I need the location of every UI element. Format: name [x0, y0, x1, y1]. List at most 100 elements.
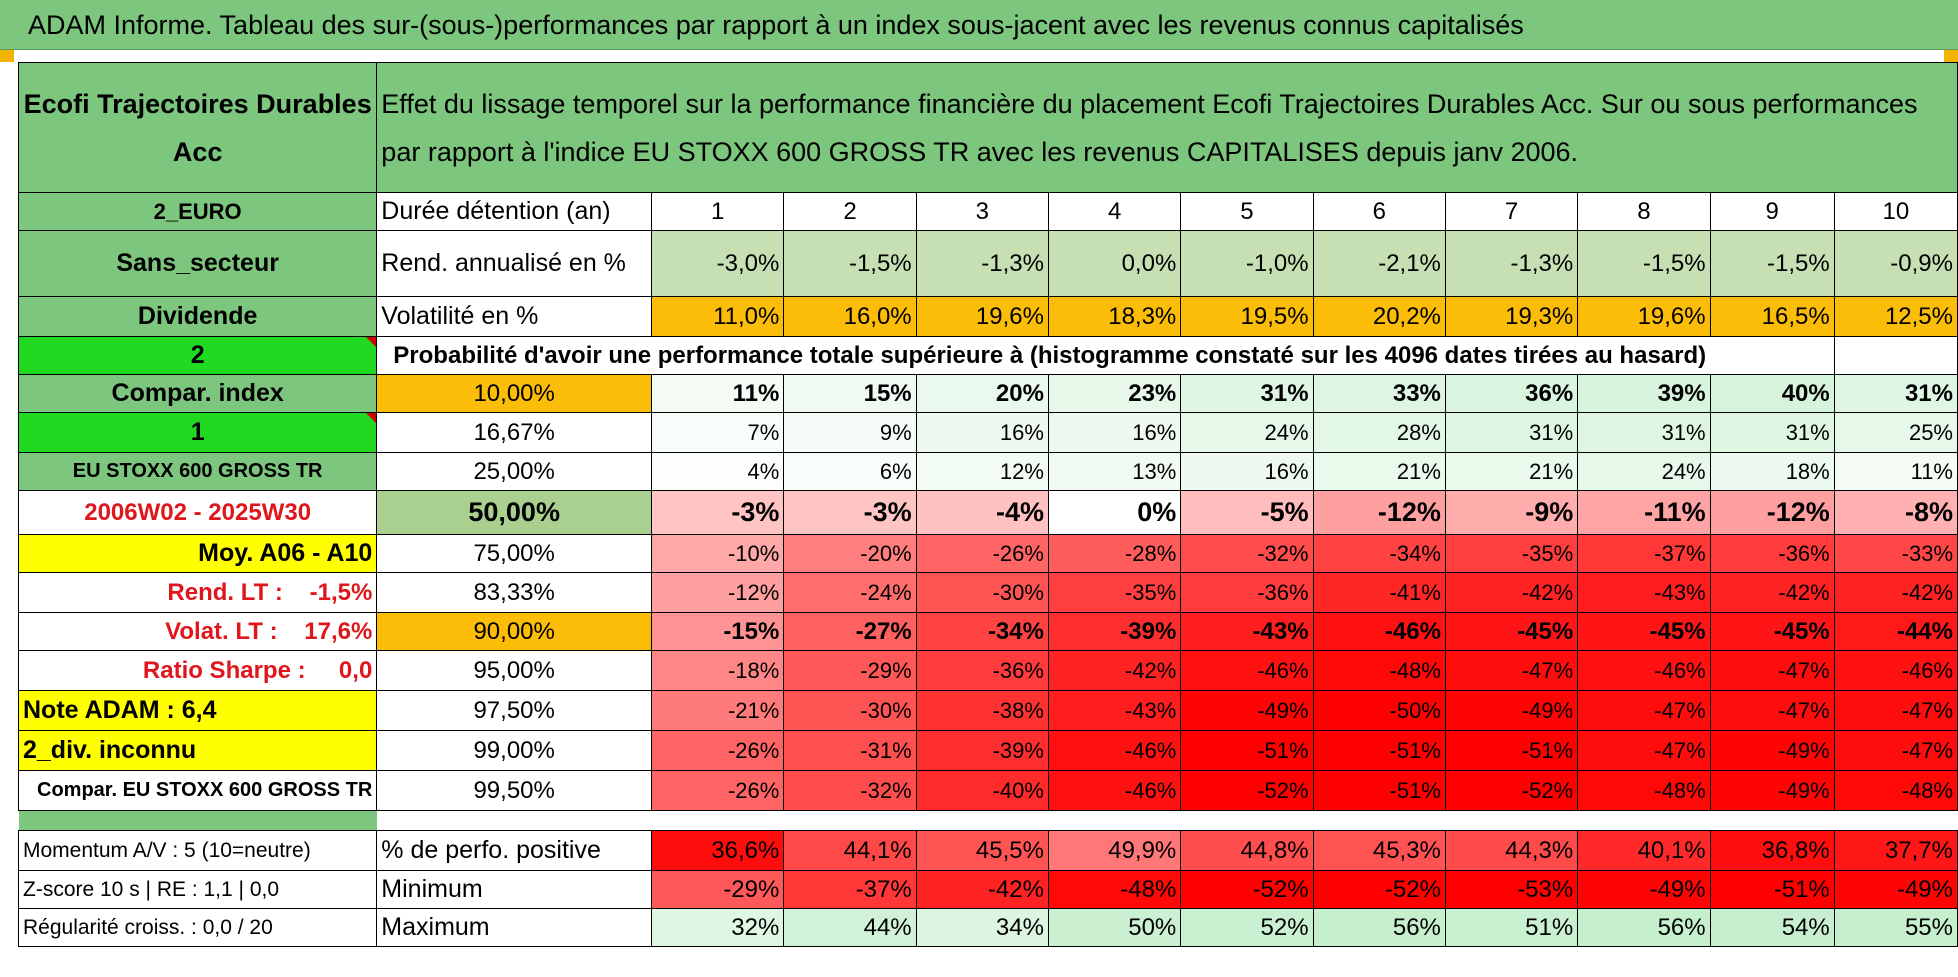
max-value: 50%	[1047, 908, 1182, 947]
year-header: 6	[1312, 192, 1446, 231]
prob-value: 21%	[1312, 452, 1446, 491]
pos-value: 40,1%	[1577, 830, 1711, 871]
pos-value: 36,6%	[651, 830, 785, 871]
rend-row: Sans_secteur Rend. annualisé en % -3,0% …	[17, 230, 1958, 297]
left-label-moy: Moy. A06 - A10	[17, 534, 378, 573]
prob-value: -12%	[1312, 490, 1446, 535]
prob-rows: Compar. index 10,00% 11% 15% 20% 23% 31% 33% 36%…	[17, 374, 1958, 811]
prob-value: -12%	[1709, 490, 1835, 535]
prob-value: 12%	[915, 452, 1049, 491]
prob-value: -42%	[1444, 572, 1579, 613]
sector-label: Sans_secteur	[17, 230, 378, 297]
prob-value: -36%	[1180, 572, 1314, 613]
prob-value: 16%	[915, 412, 1049, 453]
pos-value: 44,3%	[1444, 830, 1579, 871]
left-label-note: Note ADAM : 6,4	[17, 690, 378, 731]
threshold-pct: 25,00%	[376, 452, 653, 491]
duration-label: Durée détention (an)	[376, 192, 653, 231]
vol-value: 11,0%	[651, 296, 785, 337]
prob-value: -18%	[651, 650, 785, 691]
prob-value: -42%	[1047, 650, 1182, 691]
vol-label: Volatilité en %	[376, 296, 653, 337]
prob-row: 1 16,67% 7% 9% 16% 16% 24% 28% 31% 31% 31% 25%	[17, 412, 1958, 453]
prob-value: -4%	[915, 490, 1049, 535]
prob-value: -42%	[1709, 572, 1835, 613]
prob-row: Volat. LT : 17,6% 90,00% -15% -27% -34% -39% -…	[17, 612, 1958, 651]
prob-value: -24%	[783, 572, 917, 613]
fund-name: Ecofi Trajectoires Durables Acc	[17, 62, 378, 193]
prob-value: -47%	[1709, 650, 1835, 691]
threshold-pct: 99,50%	[376, 770, 653, 811]
prob-value: 31%	[1180, 374, 1314, 413]
threshold-pct: 97,50%	[376, 690, 653, 731]
prob-value: -43%	[1047, 690, 1182, 731]
spacer-row	[18, 810, 1958, 831]
prob-value: -48%	[1833, 770, 1958, 811]
prob-row: Ratio Sharpe : 0,0 95,00% -18% -29% -36% -42%…	[17, 650, 1958, 691]
prob-value: 9%	[783, 412, 917, 453]
prob-value: 11%	[1833, 452, 1958, 491]
prob-value: -31%	[783, 730, 917, 771]
prob-value: 31%	[1577, 412, 1711, 453]
rend-value: -1,3%	[915, 230, 1049, 297]
rend-value: -0,9%	[1833, 230, 1958, 297]
prob-value: -26%	[651, 730, 785, 771]
left-label-div: 2_div. inconnu	[17, 730, 378, 771]
threshold-pct: 83,33%	[376, 572, 653, 613]
prob-value: -27%	[783, 612, 917, 651]
prob-value: -45%	[1577, 612, 1711, 651]
prob-value: -39%	[1047, 612, 1182, 651]
prob-row: Compar. index 10,00% 11% 15% 20% 23% 31% 33% 36%…	[17, 374, 1958, 413]
prob-value: 25%	[1833, 412, 1958, 453]
year-header: 5	[1180, 192, 1314, 231]
left-label-compar-name: Compar. EU STOXX 600 GROSS TR	[17, 770, 378, 811]
prob-row: Note ADAM : 6,4 97,50% -21% -30% -38% -43% -49…	[17, 690, 1958, 731]
prob-value: 24%	[1180, 412, 1314, 453]
prob-value: -40%	[915, 770, 1049, 811]
prob-value: -52%	[1444, 770, 1579, 811]
prob-value: -37%	[1577, 534, 1711, 573]
prob-value: 0%	[1047, 490, 1182, 535]
prob-value: 23%	[1047, 374, 1182, 413]
banner-marker-left	[0, 50, 14, 62]
prob-value: -46%	[1180, 650, 1314, 691]
banner-marker-right	[1944, 50, 1958, 62]
min-value: -51%	[1709, 870, 1835, 909]
vol-value: 16,5%	[1709, 296, 1835, 337]
dividend-label: Dividende	[17, 296, 378, 337]
param-1[interactable]: 2	[17, 336, 378, 375]
bottom-row-max: Régularité croiss. : 0,0 / 20 Maximum 32% 4…	[17, 908, 1958, 947]
bottom-left-regularite: Régularité croiss. : 0,0 / 20	[17, 908, 378, 947]
vol-row: Dividende Volatilité en % 11,0% 16,0% 19…	[17, 296, 1958, 337]
threshold-pct: 50,00%	[376, 490, 653, 535]
prob-value: 6%	[783, 452, 917, 491]
prob-row: 2_div. inconnu 99,00% -26% -31% -39% -46% -51%…	[17, 730, 1958, 771]
year-header: 7	[1444, 192, 1579, 231]
prob-value: 16%	[1180, 452, 1314, 491]
prob-value: -52%	[1180, 770, 1314, 811]
prob-value: -48%	[1312, 650, 1446, 691]
min-value: -48%	[1047, 870, 1182, 909]
pos-value: 45,5%	[915, 830, 1049, 871]
prob-value: -51%	[1180, 730, 1314, 771]
prob-value: -47%	[1833, 730, 1958, 771]
max-value: 56%	[1312, 908, 1446, 947]
left-label-param2[interactable]: 1	[17, 412, 378, 453]
prob-value: -39%	[915, 730, 1049, 771]
prob-value: -8%	[1833, 490, 1958, 535]
prob-value: -43%	[1180, 612, 1314, 651]
max-value: 56%	[1577, 908, 1711, 947]
prob-value: 13%	[1047, 452, 1182, 491]
prob-value: -41%	[1312, 572, 1446, 613]
prob-value: -33%	[1833, 534, 1958, 573]
prob-value: -47%	[1709, 690, 1835, 731]
prob-value: -47%	[1444, 650, 1579, 691]
prob-value: 31%	[1709, 412, 1835, 453]
pos-value: 49,9%	[1047, 830, 1182, 871]
prob-value: -29%	[783, 650, 917, 691]
pos-value: 45,3%	[1312, 830, 1446, 871]
year-header: 3	[915, 192, 1049, 231]
year-header: 8	[1577, 192, 1711, 231]
prob-value: 11%	[651, 374, 785, 413]
rend-value: -3,0%	[651, 230, 785, 297]
